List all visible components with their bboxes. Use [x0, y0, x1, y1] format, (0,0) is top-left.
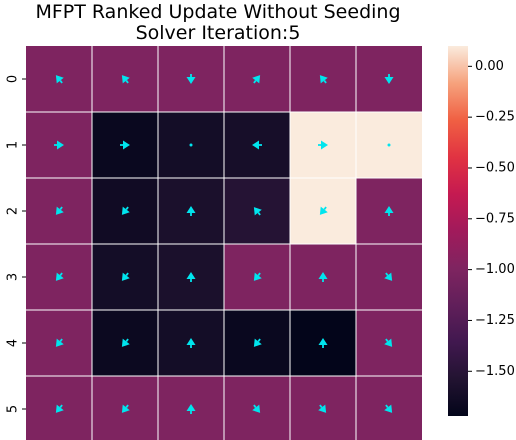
arrow-r0-c1: [121, 75, 130, 84]
y-axis: 0 1 2 3 4 5: [6, 75, 26, 413]
arrow-r1-c1: [120, 140, 130, 150]
arrow-r2-c5: [384, 206, 394, 216]
arrow-r4-c0: [55, 338, 64, 347]
arrow-r1-c2: [189, 143, 193, 147]
colorbar-tick-label: −0.75: [475, 211, 515, 226]
arrow-r3-c2: [186, 272, 196, 282]
chart-title-line-2: Solver Iteration:5: [136, 22, 301, 44]
arrow-r2-c2: [186, 206, 196, 216]
arrow-r4-c5: [384, 338, 393, 347]
colorbar-tick-label: −0.25: [475, 110, 515, 125]
arrow-r1-c3: [252, 140, 262, 150]
arrow-r5-c3: [252, 404, 261, 413]
arrow-r2-c3: [253, 207, 262, 216]
colorbar-tick-label: −1.00: [475, 262, 515, 277]
heatmap-arrows: [54, 74, 394, 414]
arrow-r5-c4: [318, 404, 327, 413]
arrow-r1-c4: [318, 140, 328, 150]
colorbar-tick-label: 0.00: [475, 59, 504, 74]
chart-title-line-1: MFPT Ranked Update Without Seeding: [35, 1, 400, 23]
arrow-r0-c2: [186, 74, 196, 84]
arrow-r5-c2: [186, 404, 196, 414]
arrow-r3-c1: [121, 272, 130, 281]
colorbar-tick-label: −1.50: [475, 364, 515, 379]
y-tick-label: 4: [6, 339, 21, 347]
y-tick-label: 3: [6, 273, 21, 281]
colorbar-tick-label: −1.25: [475, 313, 515, 328]
arrow-r4-c2: [186, 338, 196, 348]
arrow-r0-c0: [55, 75, 64, 84]
arrow-r3-c4: [318, 272, 328, 282]
arrow-r3-c5: [384, 272, 393, 281]
arrow-r1-c0: [54, 140, 64, 150]
arrow-r2-c0: [55, 206, 64, 215]
arrow-r3-c0: [55, 272, 64, 281]
heatmap-cells: [26, 46, 422, 440]
arrow-r4-c1: [121, 338, 130, 347]
y-tick-label: 5: [6, 405, 21, 413]
arrow-r0-c4: [319, 75, 328, 84]
arrow-r5-c5: [384, 404, 393, 413]
arrow-r1-c5: [387, 143, 391, 147]
arrow-r4-c3: [253, 338, 262, 347]
cell-borders: [26, 46, 422, 440]
y-tick-label: 0: [6, 75, 21, 83]
arrow-r2-c4: [319, 206, 328, 215]
arrow-r0-c3: [252, 75, 261, 84]
arrow-r5-c1: [121, 404, 130, 413]
arrow-r2-c1: [121, 206, 130, 215]
colorbar-tick-label: −0.50: [475, 160, 515, 175]
arrow-r0-c5: [384, 74, 394, 84]
y-tick-label: 1: [6, 141, 21, 149]
arrow-r5-c0: [55, 404, 64, 413]
y-tick-label: 2: [6, 207, 21, 215]
colorbar: [448, 46, 468, 416]
arrow-r3-c3: [253, 272, 262, 281]
colorbar-ticks: 0.00 −0.25 −0.50 −0.75 −1.00 −1.25 −1.50: [468, 59, 515, 379]
arrow-r4-c4: [318, 338, 328, 348]
